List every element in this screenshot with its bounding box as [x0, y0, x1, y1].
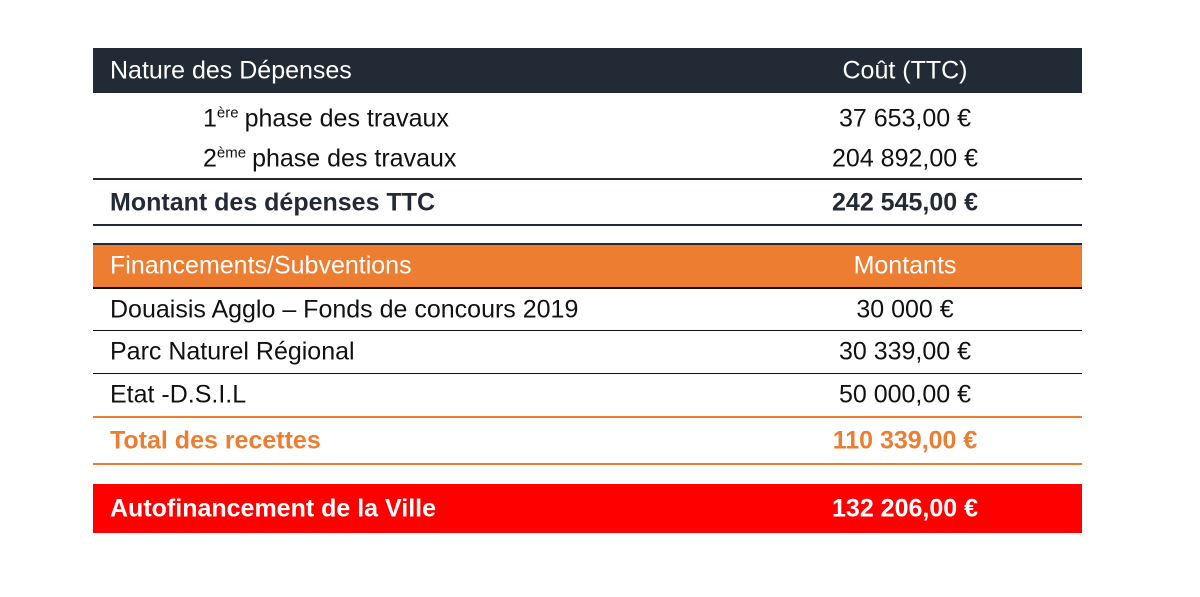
funding-total: Total des recettes 110 339,00 € [93, 419, 1082, 463]
header-cell: Nature des Dépenses [110, 56, 352, 84]
rule [93, 416, 1082, 418]
label: phase des travaux [252, 144, 457, 172]
ordinal: 1 [203, 104, 217, 132]
funding-header: Financements/Subventions Montants [93, 245, 1082, 287]
total-amount: 110 339,00 € [832, 426, 978, 455]
rule [93, 330, 1082, 331]
rule [93, 373, 1082, 374]
rule [93, 243, 1082, 245]
header-cell: Montants [853, 251, 957, 280]
expenses-total: Montant des dépenses TTC 242 545,00 € [93, 182, 1082, 224]
ordinal-suffix: ère [216, 104, 239, 121]
expense-amount: 37 653,00 € [838, 104, 972, 132]
funding-amount: 30 000 € [856, 295, 954, 323]
funding-label: Parc Naturel Régional [110, 337, 355, 366]
expense-row: 2ème phase des travaux 204 892,00 € [93, 138, 1082, 179]
label: phase des travaux [244, 104, 449, 132]
total-amount: 242 545,00 € [832, 188, 978, 217]
funding-row: Douaisis Agglo – Fonds de concours 2019 … [93, 289, 1082, 330]
expenses-header: Nature des Dépenses Coût (TTC) [93, 48, 1082, 93]
expense-amount: 204 892,00 € [832, 144, 978, 172]
funding-label: Douaisis Agglo – Fonds de concours 2019 [110, 295, 579, 323]
expense-row: 1ère phase des travaux 37 653,00 € [93, 97, 1082, 140]
rule [93, 463, 1082, 465]
ordinal: 2 [203, 144, 217, 172]
expense-label: 1ère phase des travaux [203, 104, 449, 133]
header-cell: Financements/Subventions [110, 251, 412, 280]
header-cell: Coût (TTC) [842, 56, 968, 84]
total-label: Montant des dépenses TTC [110, 188, 436, 217]
rule [93, 287, 1082, 289]
funding-amount: 30 339,00 € [838, 337, 972, 366]
funding-row: Etat -D.S.I.L 50 000,00 € [93, 374, 1082, 416]
expense-label: 2ème phase des travaux [203, 144, 456, 173]
funding-amount: 50 000,00 € [838, 380, 972, 409]
rule [93, 178, 1082, 180]
total-label: Total des recettes [110, 426, 321, 455]
self-financing-label: Autofinancement de la Ville [110, 494, 437, 522]
funding-label: Etat -D.S.I.L [110, 380, 247, 409]
self-financing: Autofinancement de la Ville 132 206,00 € [93, 484, 1082, 533]
self-financing-amount: 132 206,00 € [832, 494, 978, 522]
funding-row: Parc Naturel Régional 30 339,00 € [93, 331, 1082, 373]
ordinal-suffix: ème [216, 144, 247, 161]
rule [93, 224, 1082, 226]
